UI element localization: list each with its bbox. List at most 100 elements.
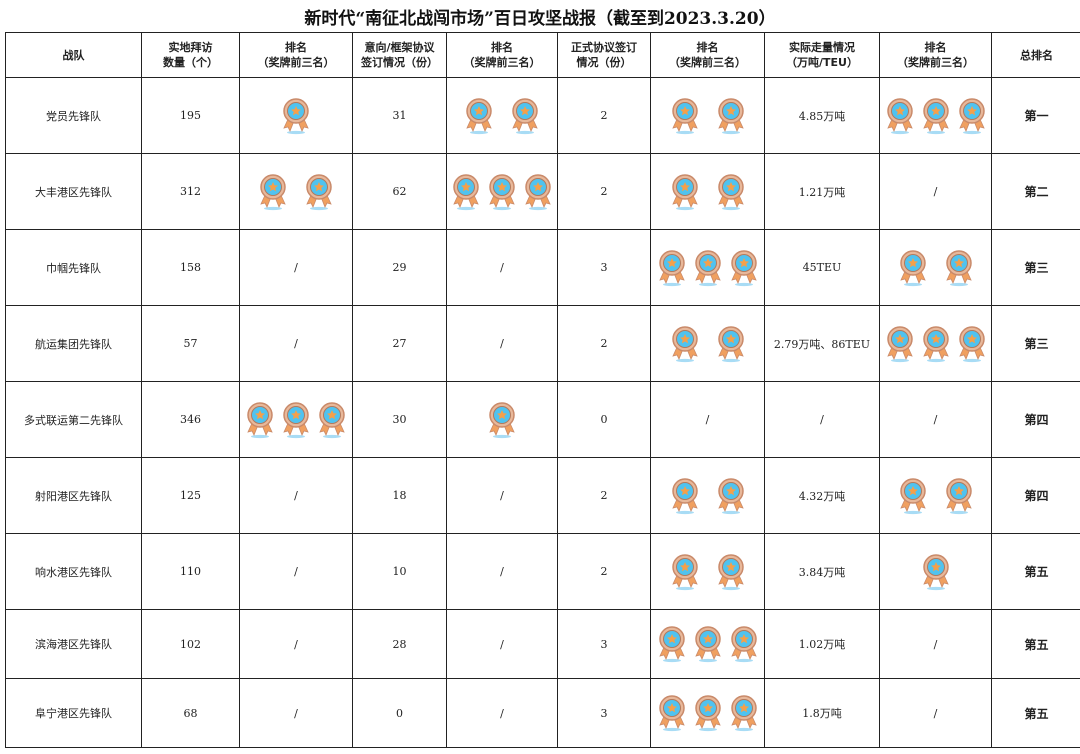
medal-icon [694, 695, 721, 732]
visits-count: 158 [141, 229, 240, 306]
medal-icon [730, 249, 757, 286]
overall-rank: 第五 [991, 678, 1080, 748]
overall-rank: 第四 [991, 381, 1080, 458]
formal-agreements: 3 [557, 678, 651, 748]
visits-count: 346 [141, 381, 240, 458]
visits-count: 68 [141, 678, 240, 748]
medal-group [651, 325, 764, 363]
column-header: 实地拜访 数量（个） [141, 32, 240, 78]
intent-agreements: 0 [352, 678, 447, 748]
actual-volume: 45TEU [764, 229, 880, 306]
column-header: 排名 （奖牌前三名） [446, 32, 558, 78]
medal-icon [247, 401, 273, 438]
medal-icon [694, 626, 721, 663]
empty-rank-cell: / [239, 229, 353, 306]
intent-agreements: 30 [352, 381, 447, 458]
medal-icon [658, 626, 685, 663]
medal-rank-cell [650, 153, 765, 230]
medal-icon [945, 477, 972, 514]
formal-agreements: 2 [557, 457, 651, 534]
medal-icon [958, 325, 985, 362]
formal-agreements: 2 [557, 153, 651, 230]
empty-rank-cell: / [879, 678, 992, 748]
empty-rank-cell: / [879, 381, 992, 458]
medal-rank-cell [446, 381, 558, 458]
medal-icon [945, 249, 972, 286]
medal-rank-cell [879, 305, 992, 382]
medal-icon [658, 249, 685, 286]
empty-rank-cell: / [446, 305, 558, 382]
visits-count: 195 [141, 77, 240, 154]
medal-rank-cell [239, 153, 353, 230]
medal-group [880, 249, 991, 287]
table-row: 大丰港区先锋队 312 62 2 1.21万吨 / 第二 [5, 153, 1080, 230]
medal-icon [899, 477, 926, 514]
intent-agreements: 28 [352, 609, 447, 679]
overall-rank: 第三 [991, 229, 1080, 306]
medal-group [880, 477, 991, 515]
medal-icon [671, 173, 698, 210]
actual-volume: 1.8万吨 [764, 678, 880, 748]
intent-agreements: 27 [352, 305, 447, 382]
medal-group [651, 173, 764, 211]
medal-group [447, 401, 557, 439]
empty-rank-cell: / [446, 229, 558, 306]
medal-icon [466, 97, 492, 134]
medal-icon [730, 695, 757, 732]
empty-rank-cell: / [650, 381, 765, 458]
team-name: 巾帼先锋队 [5, 229, 142, 306]
team-name: 响水港区先锋队 [5, 533, 142, 610]
medal-icon [886, 325, 913, 362]
medal-rank-cell [650, 229, 765, 306]
column-header: 排名 （奖牌前三名） [650, 32, 765, 78]
overall-rank: 第五 [991, 533, 1080, 610]
intent-agreements: 31 [352, 77, 447, 154]
table-row: 响水港区先锋队 110/10/2 3.84万吨 第五 [5, 533, 1080, 610]
actual-volume: 1.21万吨 [764, 153, 880, 230]
team-name: 多式联运第二先锋队 [5, 381, 142, 458]
medal-icon [489, 173, 515, 210]
overall-rank: 第四 [991, 457, 1080, 534]
medal-icon [886, 97, 913, 134]
medal-icon [283, 97, 309, 134]
medal-icon [671, 477, 698, 514]
medal-icon [671, 97, 698, 134]
team-name: 阜宁港区先锋队 [5, 678, 142, 748]
actual-volume: 3.84万吨 [764, 533, 880, 610]
visits-count: 110 [141, 533, 240, 610]
medal-icon [958, 97, 985, 134]
column-header: 意向/框架协议 签订情况（份） [352, 32, 447, 78]
actual-volume: 1.02万吨 [764, 609, 880, 679]
empty-rank-cell: / [446, 609, 558, 679]
medal-icon [671, 553, 698, 590]
medal-group [447, 97, 557, 135]
formal-agreements: 3 [557, 609, 651, 679]
empty-rank-cell: / [446, 533, 558, 610]
medal-group [240, 401, 352, 439]
medal-group [651, 249, 764, 287]
medal-icon [717, 173, 744, 210]
intent-agreements: 29 [352, 229, 447, 306]
visits-count: 57 [141, 305, 240, 382]
medal-group [880, 97, 991, 135]
medal-icon [525, 173, 551, 210]
medal-icon [283, 401, 309, 438]
team-name: 党员先锋队 [5, 77, 142, 154]
medal-icon [489, 401, 515, 438]
overall-rank: 第三 [991, 305, 1080, 382]
column-header: 战队 [5, 32, 142, 78]
medal-icon [922, 97, 949, 134]
column-header: 排名 （奖牌前三名） [879, 32, 992, 78]
medal-group [240, 97, 352, 135]
column-header: 实际走量情况 （万吨/TEU） [764, 32, 880, 78]
empty-rank-cell: / [239, 533, 353, 610]
medal-rank-cell [879, 77, 992, 154]
medal-icon [512, 97, 538, 134]
intent-agreements: 18 [352, 457, 447, 534]
medal-group [447, 173, 557, 211]
medal-icon [730, 626, 757, 663]
visits-count: 125 [141, 457, 240, 534]
table-row: 巾帼先锋队 158/29/3 45TEU 第三 [5, 229, 1080, 306]
actual-volume: / [764, 381, 880, 458]
table-row: 航运集团先锋队 57/27/2 2.79万吨、86TEU 第三 [5, 305, 1080, 382]
